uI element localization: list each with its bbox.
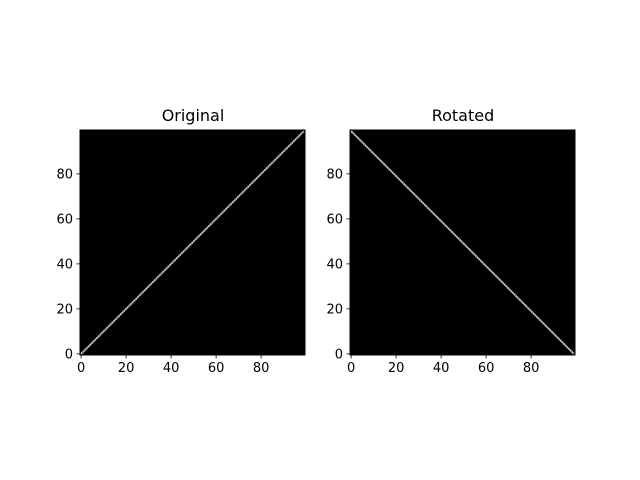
right-x-tick-label: 60 bbox=[478, 361, 495, 376]
right-x-tick-label: 0 bbox=[347, 361, 355, 376]
right-x-tick-label: 40 bbox=[433, 361, 450, 376]
left-x-tick-label: 60 bbox=[208, 361, 225, 376]
right-diagonal-line bbox=[350, 130, 575, 355]
left-x-tick-label: 20 bbox=[118, 361, 135, 376]
right-subplot: Rotated 0 20 40 60 80 0 20 40 60 80 bbox=[326, 106, 576, 376]
right-subplot-title: Rotated bbox=[432, 106, 495, 125]
left-x-tick-label: 80 bbox=[253, 361, 270, 376]
left-x-tick-label: 0 bbox=[77, 361, 85, 376]
right-y-tick-label: 40 bbox=[326, 257, 343, 272]
right-y-tick-label: 60 bbox=[326, 212, 343, 227]
right-y-tick-label: 80 bbox=[326, 167, 343, 182]
right-x-tick-label: 20 bbox=[388, 361, 405, 376]
left-x-tick-label: 40 bbox=[163, 361, 180, 376]
right-x-tick-label: 80 bbox=[523, 361, 540, 376]
right-y-tick-label: 20 bbox=[326, 302, 343, 317]
left-diagonal-line bbox=[80, 130, 305, 355]
left-y-tick-label: 0 bbox=[65, 347, 73, 362]
right-axes-frame bbox=[349, 129, 576, 356]
left-subplot-title: Original bbox=[162, 106, 225, 125]
left-subplot: Original 0 20 40 60 80 0 20 40 60 80 bbox=[56, 106, 306, 376]
left-y-tick-label: 40 bbox=[56, 257, 73, 272]
left-axes-frame bbox=[79, 129, 306, 356]
left-y-tick-label: 60 bbox=[56, 212, 73, 227]
left-y-tick-label: 80 bbox=[56, 167, 73, 182]
left-y-tick-label: 20 bbox=[56, 302, 73, 317]
right-y-tick-label: 0 bbox=[335, 347, 343, 362]
